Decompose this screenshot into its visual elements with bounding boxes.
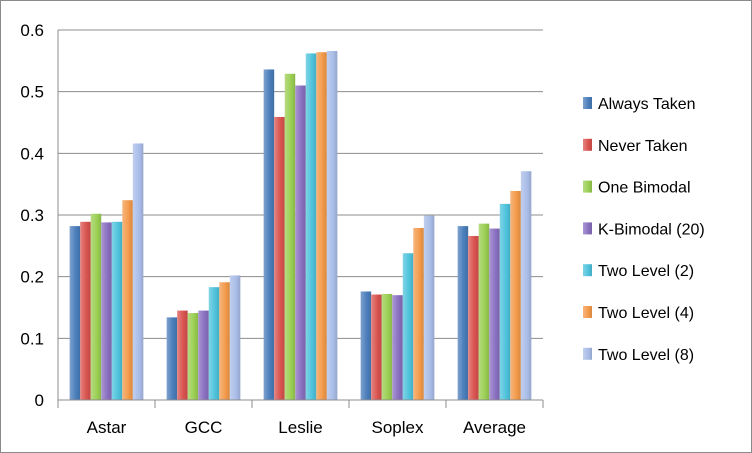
bar (326, 50, 338, 400)
bar (219, 282, 230, 400)
legend-label: One Bimodal (598, 180, 691, 197)
bar (187, 313, 199, 400)
bar (90, 213, 102, 400)
bar (132, 143, 144, 400)
x-tick-label: Astar (87, 418, 127, 437)
bar (295, 85, 306, 400)
y-tick-label: 0 (35, 391, 44, 410)
legend-swatch (583, 180, 592, 193)
y-tick-label: 0.5 (20, 83, 44, 102)
legend-swatch (583, 222, 592, 235)
bar (80, 221, 91, 400)
bar (510, 190, 521, 400)
bar (166, 317, 178, 400)
legend-label: Two Level (4) (598, 305, 694, 322)
legend-label: Two Level (8) (598, 347, 694, 364)
bar (457, 226, 469, 400)
y-tick-label: 0.6 (20, 21, 44, 40)
bar (468, 235, 479, 400)
x-tick-label: Soplex (372, 418, 424, 437)
bar (402, 253, 414, 400)
bar (413, 227, 424, 400)
bar (499, 203, 511, 400)
legend-label: Always Taken (598, 96, 696, 113)
y-tick-label: 0.1 (20, 329, 44, 348)
axes: 0 0.1 0.2 0.3 0.4 0.5 0.6 Astar GCC Leslie Soplex A… (20, 21, 544, 437)
bar (101, 222, 112, 400)
legend: Always Taken Never Taken One Bimodal K-Bimo… (583, 96, 705, 364)
bar (520, 171, 532, 400)
bar (263, 69, 275, 400)
legend-swatch (583, 306, 592, 318)
bar (122, 200, 133, 400)
bar (423, 215, 435, 400)
legend-label: Never Taken (598, 138, 688, 155)
bar (371, 294, 382, 400)
bar (284, 73, 296, 401)
legend-swatch (583, 138, 592, 151)
bar (229, 275, 241, 400)
legend-label: K-Bimodal (20) (598, 221, 705, 238)
bar (316, 52, 327, 400)
x-tick-label: GCC (185, 418, 223, 437)
bar (177, 310, 188, 400)
bar (305, 53, 317, 400)
bar (198, 310, 209, 400)
x-tick-label: Average (463, 418, 526, 437)
y-tick-label: 0.2 (20, 268, 44, 287)
legend-swatch (583, 97, 592, 109)
legend-label: Two Level (2) (598, 263, 694, 280)
bar (274, 116, 285, 400)
x-tick-label: Leslie (278, 418, 322, 437)
bar (360, 291, 372, 400)
legend-swatch (583, 264, 592, 277)
bar (69, 226, 81, 400)
bar (111, 221, 123, 400)
bar (392, 295, 403, 400)
y-tick-label: 0.3 (20, 206, 44, 225)
bar (208, 287, 220, 400)
bar (478, 223, 490, 400)
y-tick-label: 0.4 (20, 144, 44, 163)
bar (489, 228, 500, 400)
bars (69, 50, 532, 401)
legend-swatch (583, 347, 592, 360)
bar (381, 293, 393, 400)
